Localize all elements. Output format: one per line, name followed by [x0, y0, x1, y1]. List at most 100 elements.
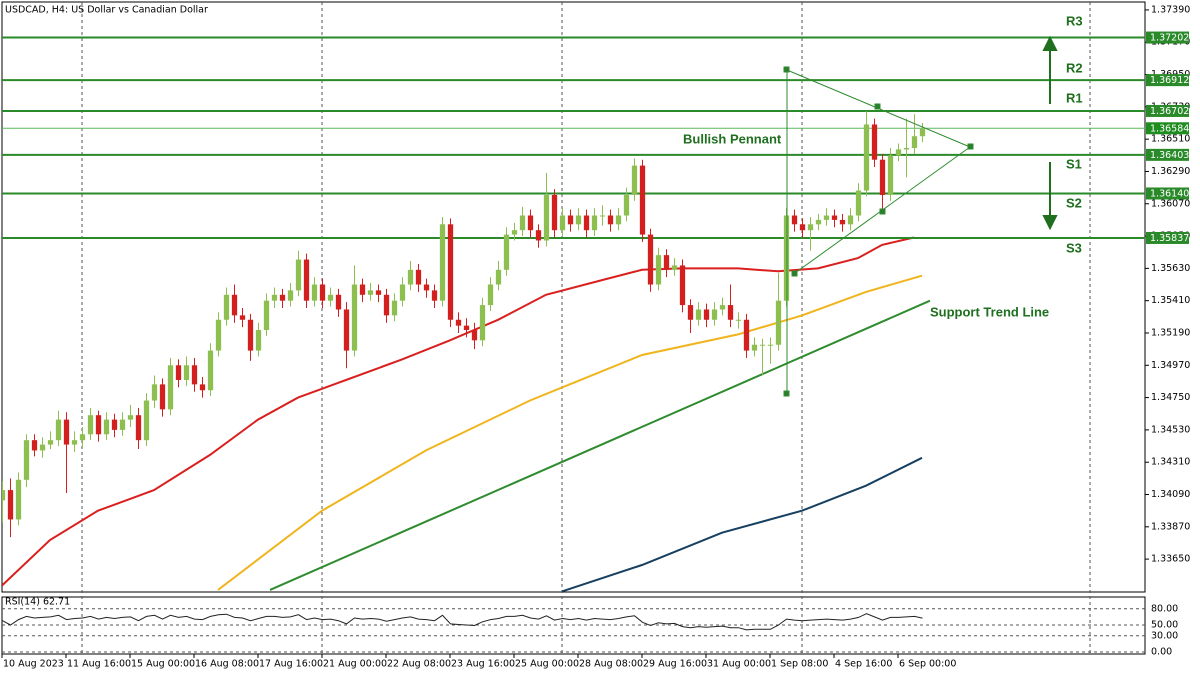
pennant-handle — [879, 208, 886, 215]
pennant-handle — [967, 143, 974, 150]
candle-body — [719, 305, 726, 310]
x-tick-label: 16 Aug 08:00 — [195, 659, 259, 670]
candle-body — [679, 265, 686, 306]
candle-body — [95, 415, 102, 435]
candle-body — [543, 194, 550, 241]
candle-body — [767, 344, 774, 346]
level-name: R1 — [1066, 90, 1083, 105]
rsi-line — [2, 613, 923, 631]
candle-body — [879, 159, 886, 195]
candle-body — [591, 215, 598, 231]
candle-body — [727, 305, 734, 320]
pennant-handle — [783, 390, 790, 397]
candle-body — [895, 149, 902, 156]
candle-body — [567, 215, 574, 225]
candle-body — [111, 419, 118, 430]
candle-body — [631, 165, 638, 195]
plot-frame — [1, 1, 1146, 593]
candle-body — [463, 325, 470, 331]
price-box — [1146, 122, 1189, 135]
level-label: 1.36702 — [1150, 106, 1189, 117]
level-name: S2 — [1066, 195, 1082, 210]
candle-body — [823, 215, 830, 220]
candle-body — [607, 215, 614, 225]
candle-body — [343, 309, 350, 351]
candle-body — [279, 294, 286, 301]
x-tick-label: 11 Aug 16:00 — [67, 659, 131, 670]
rsi-tick-label: 0.00 — [1151, 647, 1172, 658]
rsi-tick-label: 50.00 — [1151, 620, 1178, 631]
x-tick-label: 17 Aug 16:00 — [259, 659, 323, 670]
candle-body — [271, 294, 278, 301]
x-tick-label: 10 Aug 2023 — [3, 659, 64, 670]
candle-body — [807, 224, 814, 231]
candle-body — [743, 319, 750, 351]
candle-body — [79, 434, 86, 441]
candle-body — [535, 230, 542, 241]
candle-body — [471, 330, 478, 341]
candle-body — [159, 384, 166, 410]
y-tick-label: 1.34310 — [1151, 457, 1190, 468]
price-label: 1.36584 — [1150, 123, 1189, 134]
candle-body — [135, 415, 142, 441]
candle-body — [759, 344, 766, 346]
candle-body — [447, 224, 454, 320]
candle-body — [191, 365, 198, 385]
candle-body — [103, 419, 110, 435]
level-box — [1146, 74, 1189, 87]
candle-body — [31, 440, 38, 451]
candle-body — [2, 490, 6, 501]
y-tick-label: 1.34750 — [1151, 392, 1190, 403]
rsi-pane — [2, 608, 1145, 653]
x-tick-label: 25 Aug 00:00 — [515, 659, 579, 670]
candle-body — [327, 294, 334, 301]
chart-title: USDCAD, H4: US Dollar vs Canadian Dollar — [5, 5, 208, 16]
pennant-handle — [874, 103, 881, 110]
candle-body — [711, 309, 718, 320]
level-box — [1146, 148, 1189, 161]
candle-body — [503, 234, 510, 270]
candle-body — [439, 224, 446, 301]
candle-body — [479, 305, 486, 341]
arrow-head — [1042, 35, 1058, 51]
candle-body — [655, 255, 662, 285]
candle-body — [423, 284, 430, 291]
candle-body — [455, 319, 462, 326]
candle-body — [647, 234, 654, 285]
candle-body — [199, 384, 206, 391]
candle-body — [599, 215, 606, 217]
candle-body — [127, 415, 134, 420]
candle-body — [623, 194, 630, 216]
candle-body — [215, 319, 222, 351]
candle-body — [183, 365, 190, 380]
candle-body — [703, 309, 710, 320]
candle-body — [799, 224, 806, 231]
candle-body — [911, 136, 918, 148]
candle-body — [239, 315, 246, 320]
arrow-head — [1042, 215, 1058, 231]
candle-body — [495, 269, 502, 285]
candle-body — [791, 215, 798, 225]
candle-body — [551, 194, 558, 231]
candle-body — [87, 415, 94, 435]
x-tick-label: 15 Aug 00:00 — [131, 659, 195, 670]
candle-body — [775, 300, 782, 345]
y-tick-label: 1.33650 — [1151, 554, 1190, 565]
level-label: 1.37202 — [1150, 33, 1189, 44]
rsi-title: RSI(14) 62.71 — [5, 597, 70, 608]
candle-body — [519, 215, 526, 231]
candle-body — [247, 319, 254, 351]
candle-body — [855, 190, 862, 216]
candle-body — [615, 215, 622, 225]
candle-body — [23, 440, 30, 480]
candle-body — [255, 330, 262, 351]
candle-body — [399, 284, 406, 301]
y-tick-label: 1.34530 — [1151, 424, 1190, 435]
candle-body — [751, 344, 758, 351]
candle-body — [231, 294, 238, 316]
y-tick-label: 1.35410 — [1151, 295, 1190, 306]
x-tick-label: 1 Sep 08:00 — [771, 659, 828, 670]
candle-body — [847, 215, 854, 225]
candle-body — [119, 419, 126, 430]
candle-body — [831, 215, 838, 220]
